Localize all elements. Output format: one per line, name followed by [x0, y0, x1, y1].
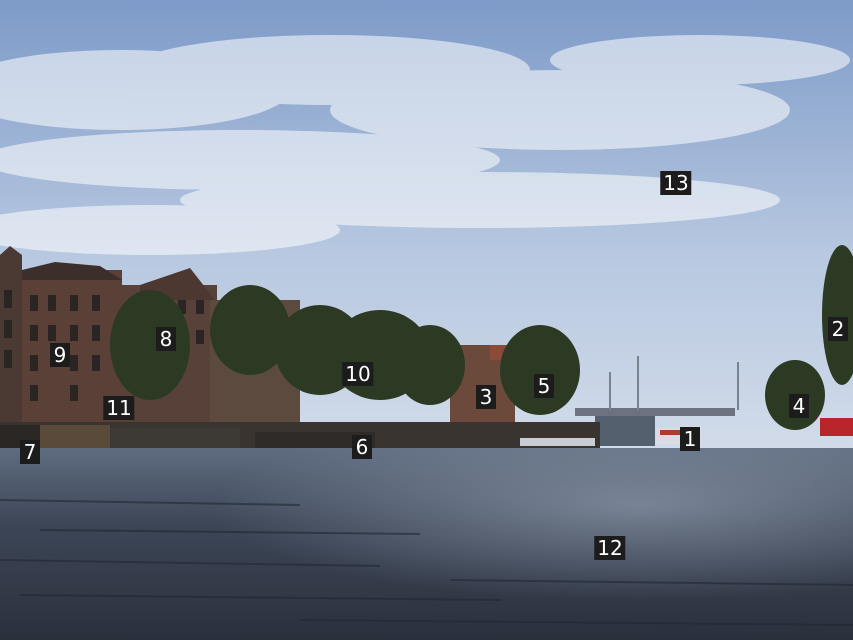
marker-4: 4 [789, 394, 809, 418]
marker-3: 3 [476, 385, 496, 409]
street-lamps [609, 356, 739, 410]
marker-13: 13 [660, 171, 692, 195]
marker-7: 7 [20, 440, 40, 464]
marker-5: 5 [534, 374, 554, 398]
water-ripples [0, 499, 853, 626]
bridge [575, 408, 735, 446]
clouds [0, 35, 850, 255]
marker-1: 1 [680, 427, 700, 451]
marker-9: 9 [50, 343, 70, 367]
marker-11: 11 [103, 396, 135, 420]
marker-8: 8 [156, 327, 176, 351]
marker-12: 12 [594, 536, 626, 560]
marker-6: 6 [352, 435, 372, 459]
marker-10: 10 [342, 362, 374, 386]
marker-2: 2 [828, 317, 848, 341]
